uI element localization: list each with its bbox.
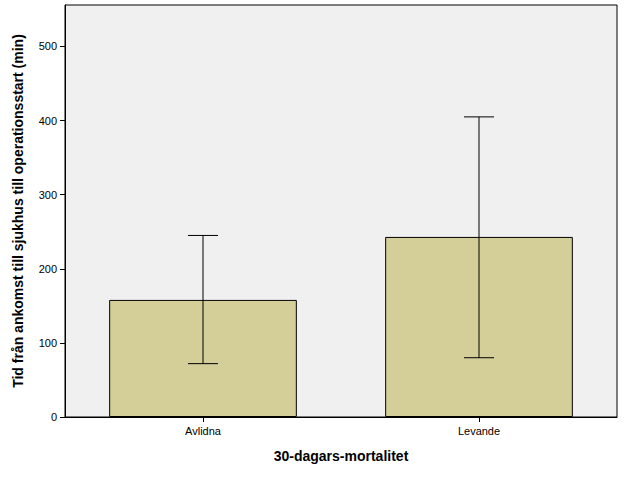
svg-text:200: 200 (39, 263, 57, 275)
svg-text:Levande: Levande (458, 425, 500, 437)
svg-text:100: 100 (39, 337, 57, 349)
svg-text:400: 400 (39, 115, 57, 127)
svg-text:0: 0 (51, 411, 57, 423)
svg-text:Avlidna: Avlidna (185, 425, 222, 437)
svg-text:500: 500 (39, 40, 57, 52)
svg-text:30-dagars-mortalitet: 30-dagars-mortalitet (274, 448, 409, 464)
svg-text:300: 300 (39, 189, 57, 201)
svg-text:Tid från ankomst till sjukhus: Tid från ankomst till sjukhus till opera… (10, 34, 26, 388)
